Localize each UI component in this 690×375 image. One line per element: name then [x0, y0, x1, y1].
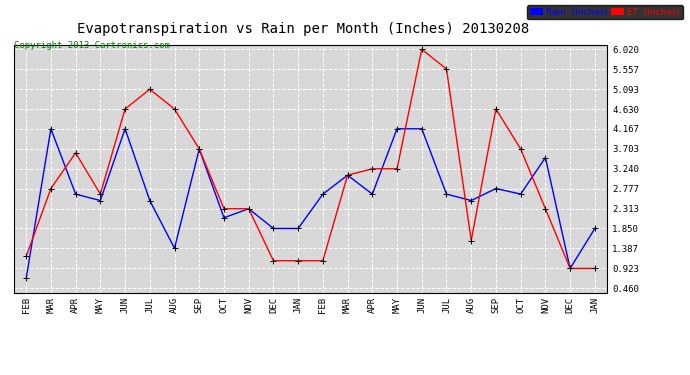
Legend: Rain  (Inches), ET  (Inches): Rain (Inches), ET (Inches) — [527, 5, 683, 20]
Text: Copyright 2013 Cartronics.com: Copyright 2013 Cartronics.com — [14, 41, 170, 50]
Text: Evapotranspiration vs Rain per Month (Inches) 20130208: Evapotranspiration vs Rain per Month (In… — [77, 22, 530, 36]
